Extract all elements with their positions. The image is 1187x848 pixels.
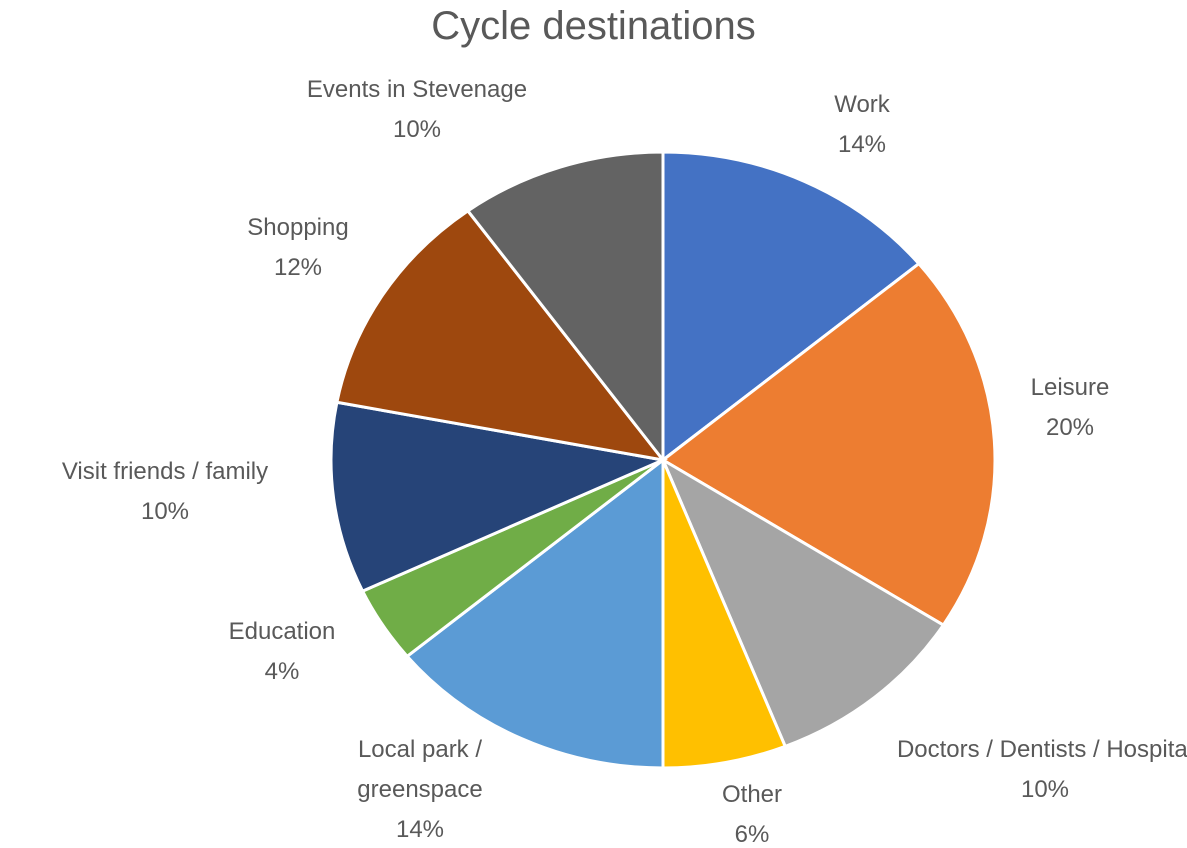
- category-label: Visit friends / family: [61, 458, 269, 485]
- pie-slice: [335, 208, 667, 463]
- slice-label: Other 6%: [652, 775, 852, 848]
- pie-slice: [404, 456, 665, 770]
- pie-slice: [329, 400, 669, 594]
- value-label: 4%: [264, 658, 300, 685]
- pie-slice: [659, 456, 946, 749]
- value-label: 10%: [1020, 776, 1070, 803]
- category-label: Work: [834, 91, 890, 118]
- slice-label: Education 4%: [182, 612, 382, 692]
- category-label: Other: [721, 781, 783, 808]
- value-label: 6%: [734, 821, 770, 848]
- category-label: Leisure: [1030, 374, 1110, 401]
- slice-label: Work 14%: [762, 85, 962, 165]
- value-label: 20%: [1045, 414, 1095, 441]
- pie-slice: [661, 459, 788, 770]
- category-label: Doctors / Dentists / Hospital: [896, 736, 1187, 763]
- slice-label: Visit friends / family 10%: [5, 452, 325, 532]
- value-label: 10%: [140, 498, 190, 525]
- slice-label: Local park / greenspace 14%: [320, 730, 520, 848]
- pie-slice: [465, 150, 665, 465]
- category-label: Local park / greenspace: [357, 736, 483, 803]
- category-label: Education: [228, 618, 336, 645]
- slice-label: Shopping 12%: [198, 208, 398, 288]
- pie-slice: [661, 150, 922, 464]
- pie-slice: [660, 261, 997, 628]
- chart-title: Cycle destinations: [431, 4, 756, 48]
- category-label: Events in Stevenage: [306, 76, 528, 103]
- slice-label: Events in Stevenage 10%: [257, 70, 577, 150]
- value-label: 10%: [392, 116, 442, 143]
- slice-label: Leisure 20%: [970, 368, 1170, 448]
- value-label: 14%: [837, 131, 887, 158]
- category-label: Shopping: [247, 214, 349, 241]
- value-label: 12%: [273, 254, 323, 281]
- value-label: 14%: [395, 816, 445, 843]
- slice-label: Doctors / Dentists / Hospital 10%: [895, 730, 1187, 810]
